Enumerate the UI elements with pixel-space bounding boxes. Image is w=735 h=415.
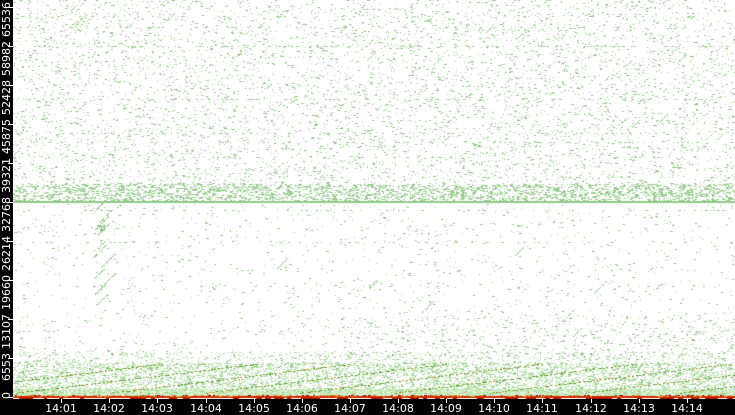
y-axis: 0 6553 13107 19660 26214 32768 39321 45875 52428… [0,0,13,415]
x-axis-tick [591,399,592,403]
y-axis-tick [8,319,13,320]
x-axis-tick-label: 14:06 [286,402,318,415]
x-axis-tick-label: 14:02 [93,402,125,415]
y-axis-tick [8,46,13,47]
x-axis-tick-label: 14:04 [190,402,222,415]
y-axis-tick [8,358,13,359]
x-axis-tick-label: 14:14 [671,402,703,415]
x-axis-tick-label: 14:03 [141,402,173,415]
y-axis-tick [8,202,13,203]
x-axis-tick [398,399,399,403]
x-axis-tick [254,399,255,403]
x-axis-tick [494,399,495,403]
x-axis-tick-label: 14:09 [430,402,462,415]
x-axis-tick [109,399,110,403]
y-axis-tick [8,241,13,242]
x-axis-tick-label: 14:10 [478,402,510,415]
y-axis-tick-label: 52428 [0,80,13,115]
y-axis-tick [8,163,13,164]
x-axis-tick [61,399,62,403]
x-axis: 14:01 14:02 14:03 14:04 14:05 14:06 14:07 14:08… [0,399,735,415]
x-axis-tick [157,399,158,403]
x-axis-tick-label: 14:05 [238,402,270,415]
y-axis-tick [8,7,13,8]
y-axis-tick-label: 6553 [0,353,13,381]
x-axis-tick [687,399,688,403]
y-axis-tick-label: 65536 [0,2,13,37]
x-axis-tick-label: 14:07 [334,402,366,415]
y-axis-tick [8,124,13,125]
x-axis-tick-label: 14:13 [623,402,655,415]
scatter-plot-canvas [13,0,735,399]
y-axis-tick [8,397,13,398]
x-axis-tick-label: 14:12 [575,402,607,415]
x-axis-tick-label: 14:11 [526,402,558,415]
y-axis-tick-label: 58982 [0,41,13,76]
x-axis-tick-label: 14:08 [382,402,414,415]
y-axis-tick [8,280,13,281]
y-axis-tick-label: 0 [0,392,13,399]
y-axis-tick-label: 39321 [0,158,13,193]
y-axis-tick-label: 13107 [0,314,13,349]
x-axis-tick [542,399,543,403]
x-axis-tick [446,399,447,403]
y-axis-tick-label: 45875 [0,119,13,154]
x-axis-tick [639,399,640,403]
y-axis-tick-label: 26214 [0,236,13,271]
y-axis-tick-label: 32768 [0,197,13,232]
y-axis-tick [8,85,13,86]
x-axis-tick [350,399,351,403]
x-axis-tick [302,399,303,403]
y-axis-tick-label: 19660 [0,275,13,310]
x-axis-tick [206,399,207,403]
x-axis-tick-label: 14:01 [45,402,77,415]
